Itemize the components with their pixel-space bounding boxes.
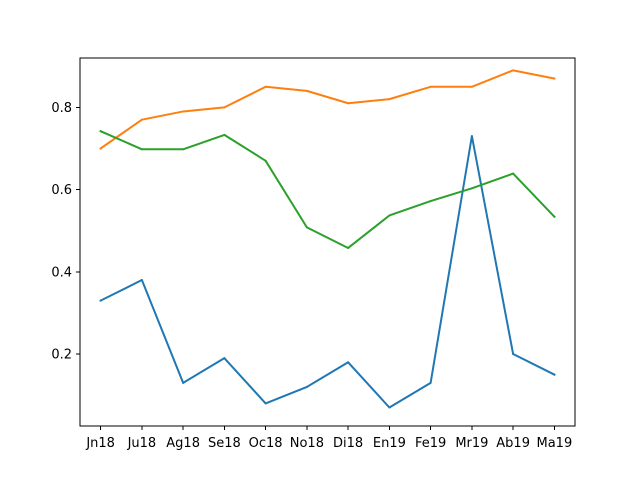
data-point-series-2-Mr19	[470, 85, 473, 88]
series-line-1	[99, 135, 556, 409]
data-point-series-3-Ju18	[140, 148, 143, 151]
data-point-series-2-Oc18	[264, 85, 267, 88]
series-layer	[99, 69, 556, 409]
data-point-series-3-Mr19	[470, 187, 473, 190]
x-tick-label: Oc18	[249, 436, 283, 451]
series-line-3	[99, 129, 556, 249]
y-tick-label: 0.2	[51, 348, 72, 363]
x-tick-label: Ma19	[537, 436, 573, 451]
data-point-series-1-Jn18	[99, 299, 102, 302]
x-tick-label: Ju18	[127, 436, 157, 451]
data-point-series-1-Ma19	[553, 373, 556, 376]
data-point-series-1-Ju18	[140, 279, 143, 282]
data-point-series-3-Ma19	[553, 215, 556, 218]
data-point-series-1-Ag18	[182, 381, 185, 384]
x-tick-label: Mr19	[455, 436, 488, 451]
data-point-series-3-En19	[388, 214, 391, 217]
data-point-series-2-Se18	[223, 106, 226, 109]
data-point-series-1-Se18	[223, 357, 226, 360]
data-point-series-1-En19	[388, 406, 391, 409]
data-point-series-1-Fe19	[429, 381, 432, 384]
x-tick-label: Di18	[333, 436, 363, 451]
x-tick-label: Ag18	[166, 436, 200, 451]
data-point-series-3-No18	[305, 226, 308, 229]
data-point-series-1-Mr19	[470, 135, 473, 138]
data-point-series-2-Di18	[347, 102, 350, 105]
data-point-series-3-Fe19	[429, 200, 432, 203]
plot-frame	[79, 57, 576, 427]
data-point-series-3-Oc18	[264, 159, 267, 162]
data-point-series-2-Fe19	[429, 85, 432, 88]
data-point-series-1-Ab19	[512, 353, 515, 356]
x-tick-label: Ab19	[496, 436, 530, 451]
y-tick-label: 0.4	[51, 265, 72, 280]
x-tick-label: En19	[373, 436, 406, 451]
data-point-series-3-Ab19	[512, 172, 515, 175]
series-line-2	[99, 69, 556, 150]
data-point-series-3-Jn18	[99, 130, 102, 133]
data-point-series-2-Ju18	[140, 118, 143, 121]
y-tick-label: 0.8	[51, 101, 72, 116]
data-point-series-3-Di18	[347, 246, 350, 249]
x-tick-label: Fe19	[415, 436, 446, 451]
data-point-series-1-Oc18	[264, 402, 267, 405]
data-point-series-2-Jn18	[99, 147, 102, 150]
y-tick-label: 0.6	[51, 183, 72, 198]
x-tick-label: Jn18	[85, 436, 115, 451]
data-point-series-1-No18	[305, 385, 308, 388]
x-tick-label: Se18	[208, 436, 241, 451]
y-axis: 0.2 0.4 0.6 0.8	[51, 101, 80, 363]
data-point-series-2-En19	[388, 98, 391, 101]
x-tick-label: No18	[290, 436, 324, 451]
data-point-series-2-No18	[305, 89, 308, 92]
data-point-series-3-Se18	[223, 133, 226, 136]
data-point-series-3-Ag18	[182, 148, 185, 151]
data-point-series-1-Di18	[347, 361, 350, 364]
data-point-series-2-Ma19	[553, 77, 556, 80]
x-axis: Jn18 Ju18 Ag18 Se18 Oc18 No18 Di18 En19 Fe19 Mr19…	[85, 426, 572, 451]
data-point-series-2-Ag18	[182, 110, 185, 113]
data-point-series-2-Ab19	[512, 69, 515, 72]
